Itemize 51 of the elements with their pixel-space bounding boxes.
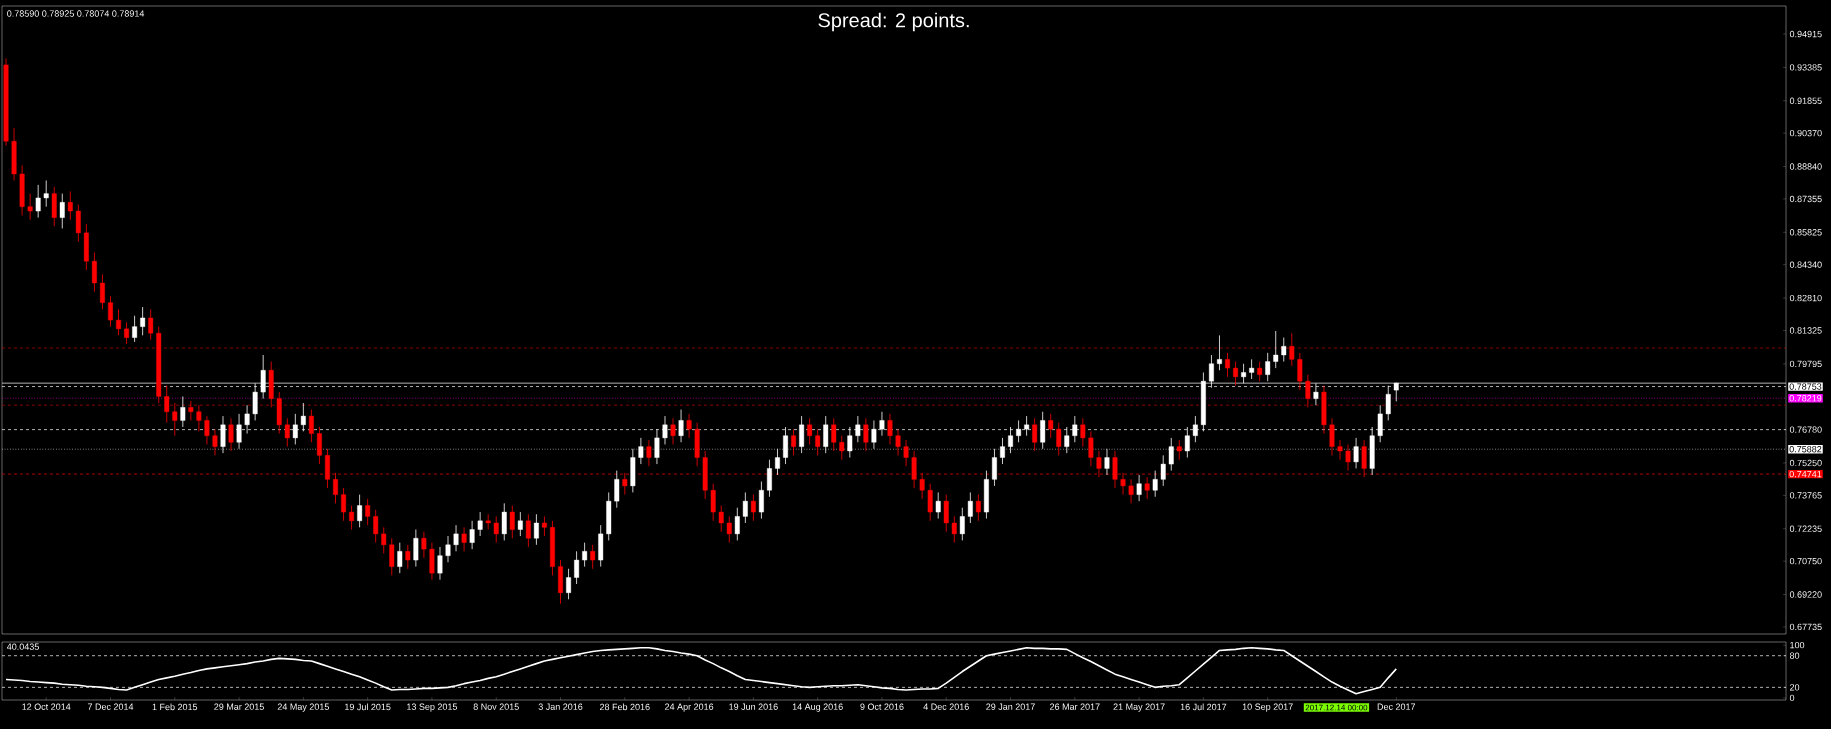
y-tick-label: 0.93385: [1789, 64, 1822, 71]
y-tick-label: 80: [1789, 652, 1800, 659]
ref-line-label: 0.75882: [1789, 446, 1822, 453]
x-tick-label: 26 Mar 2017: [1050, 703, 1100, 710]
chart-title: Spread: 2 points.: [818, 12, 969, 32]
y-tick-label: 0.76780: [1789, 426, 1822, 433]
y-tick-label: 0.67735: [1789, 623, 1822, 631]
ref-line-label: 0.78753: [1789, 383, 1822, 390]
y-tick-label: 0: [1789, 694, 1795, 702]
y-tick-label: 0.81325: [1789, 327, 1822, 334]
x-tick-label: 4 Dec 2016: [923, 703, 969, 710]
x-tick-label: 29 Jan 2017: [986, 703, 1035, 710]
y-tick-label: 0.91855: [1789, 97, 1822, 104]
y-tick-label: 0.88840: [1789, 163, 1822, 170]
y-tick-label: 0.70750: [1789, 557, 1822, 565]
y-tick-label: 0.73765: [1789, 492, 1822, 499]
x-tick-label: 3 Jan 2016: [538, 703, 583, 710]
x-tick-label: 7 Dec 2014: [87, 703, 134, 710]
x-tick-label: 10 Sep 2017: [1242, 703, 1293, 712]
y-tick-label: 20: [1790, 684, 1800, 691]
y-tick-label: 0.72235: [1789, 525, 1822, 532]
y-tick-label: 100: [1790, 641, 1805, 649]
y-tick-label: 0.69220: [1789, 591, 1822, 598]
x-tick-label: 8 Nov 2015: [473, 703, 519, 710]
x-tick-label: 21 May 2017: [1113, 703, 1165, 712]
x-tick-label: 19 Jun 2016: [729, 703, 778, 710]
x-tick-label: 24 Apr 2016: [665, 703, 714, 712]
ref-line-label: 0.74741: [1789, 470, 1822, 478]
y-tick-label: 0.75250: [1789, 459, 1822, 467]
y-tick-label: 0.82810: [1789, 294, 1822, 302]
x-tick-label: 12 Oct 2014: [22, 703, 71, 710]
x-tick-label: 14 Aug 2016: [792, 703, 843, 712]
y-tick-label: 0.87355: [1789, 195, 1822, 203]
y-tick-label: 0.94915: [1789, 30, 1822, 38]
x-tick-label: 24 May 2015: [277, 703, 329, 712]
ref-line-label: 0.78219: [1789, 395, 1822, 402]
x-tick-label: 29 Mar 2015: [214, 703, 264, 710]
annotation: 0.78590 0.78925 0.78074 0.78914: [7, 10, 145, 17]
x-tick-label: 1 Feb 2015: [152, 703, 198, 711]
x-tick-label: Dec 2017: [1377, 703, 1416, 710]
y-tick-label: 0.84340: [1789, 261, 1822, 268]
x-tick-label: 16 Jul 2017: [1180, 703, 1227, 711]
annotation: 40.0435: [6, 643, 39, 650]
x-tick-label: 19 Jul 2015: [345, 703, 391, 711]
text: 2017.12.14 00:00: [1305, 704, 1368, 711]
x-tick-label: 9 Oct 2016: [860, 703, 904, 710]
y-tick-label: 0.79795: [1789, 360, 1822, 368]
x-tick-label: 28 Feb 2016: [599, 703, 650, 711]
y-tick-label: 0.85825: [1789, 229, 1822, 236]
y-tick-label: 0.90370: [1789, 129, 1822, 137]
x-tick-label: 13 Sep 2015: [407, 703, 458, 712]
